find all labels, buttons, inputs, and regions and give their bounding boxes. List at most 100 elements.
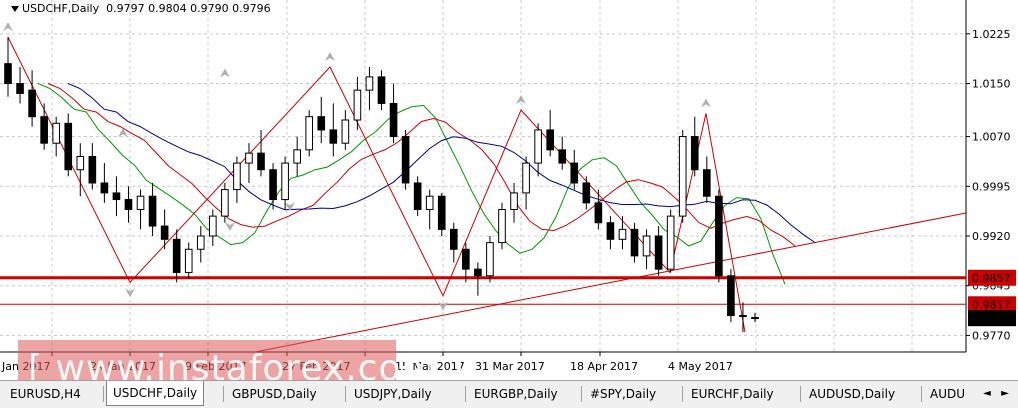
price-label-text: 0.9817: [972, 298, 1011, 311]
price-tick-label: 0.9770: [972, 329, 1011, 342]
tab-separator: [345, 386, 346, 402]
candle-body: [172, 238, 181, 273]
price-tick-label: 1.0225: [972, 28, 1011, 41]
tab-audu[interactable]: AUDU: [930, 387, 966, 401]
fractal-arrow-icon: [125, 288, 135, 298]
fractal-arrow-icon: [516, 95, 526, 105]
price-tick-label: 0.9920: [972, 230, 1011, 243]
fractal-arrow-icon: [3, 22, 13, 32]
time-axis-label: 4 May 2017: [668, 360, 733, 373]
candle-body: [100, 182, 109, 194]
candle-body: [425, 195, 434, 210]
tab-eurchf-daily[interactable]: EURCHF,Daily: [691, 387, 774, 401]
candle-body: [233, 162, 241, 191]
tab-separator: [800, 386, 801, 402]
candle-body: [486, 242, 494, 277]
candle-body: [196, 235, 205, 250]
candle-body: [606, 222, 615, 240]
price-label-box: [968, 310, 1016, 327]
candle-body: [148, 195, 157, 227]
candle-body: [666, 215, 675, 270]
price-label-box: [968, 296, 1016, 313]
time-axis-label: Jan 2017: [1, 360, 50, 373]
tab-separator: [682, 386, 683, 402]
scroll-left-icon[interactable]: ◄: [983, 388, 991, 399]
fractal-arrow-icon: [118, 128, 128, 138]
candle-body: [510, 192, 518, 210]
fractal-arrow-icon: [225, 222, 235, 232]
time-axis-label: 15 Mar 2017: [395, 360, 465, 373]
fractal-arrow-icon: [438, 301, 448, 311]
candle-body: [437, 195, 446, 230]
candle-body: [40, 116, 48, 144]
candle-body: [136, 195, 145, 210]
candle-body: [353, 89, 362, 121]
candle-body: [76, 155, 85, 171]
candle-body: [642, 235, 651, 257]
candle-body: [739, 315, 747, 318]
time-axis-label: 27 Feb 2017: [282, 360, 350, 373]
candle-body: [64, 122, 73, 171]
fractal-arrow-icon: [220, 68, 230, 78]
tab-eurusd-h4[interactable]: EURUSD,H4: [10, 387, 81, 401]
ohlc-values: 0.9797 0.9804 0.9790 0.9796: [106, 2, 271, 15]
moving-average-slow: [67, 83, 816, 244]
candle-body: [389, 102, 398, 138]
candle-body: [184, 248, 193, 273]
candle-body: [630, 228, 639, 257]
fractal-arrow-icon: [325, 51, 335, 61]
candle-body: [558, 149, 567, 164]
candle-body: [570, 162, 579, 184]
tab-gbpusd-daily[interactable]: GBPUSD,Daily: [232, 387, 317, 401]
candle-body: [221, 189, 229, 217]
candle-body: [365, 76, 374, 91]
candle-body: [28, 89, 36, 118]
tab-separator: [103, 386, 104, 402]
moving-average-fast: [37, 83, 786, 285]
tab-eurgbp-daily[interactable]: EURGBP,Daily: [474, 387, 558, 401]
candle-body: [582, 182, 591, 204]
tab-usdchf-daily[interactable]: USDCHF,Daily: [106, 381, 205, 406]
candle-body: [377, 76, 386, 104]
candle-body: [618, 228, 627, 240]
candle-body: [522, 162, 530, 194]
time-axis-label: 9 Feb 2017: [185, 360, 246, 373]
chart-tab-bar: EURUSD,H4 USDCHF,Daily GBPUSD,Daily USDJPY,…: [0, 380, 1018, 408]
candle-body: [594, 202, 603, 224]
candle-body: [317, 116, 326, 131]
fractal-arrow-icon: [285, 202, 295, 212]
candle-body: [462, 248, 470, 270]
tab-audusd-daily[interactable]: AUDUSD,Daily: [809, 387, 896, 401]
candle-body: [209, 215, 217, 237]
tab-usdjpy-daily[interactable]: USDJPY,Daily: [354, 387, 432, 401]
candle-body: [751, 317, 759, 320]
scroll-right-icon[interactable]: ►: [1001, 388, 1009, 399]
candle-body: [702, 169, 711, 197]
candle-body: [727, 275, 735, 317]
price-chart[interactable]: 1.0225 1.0150 1.0070 0.9995 0.9920 0.9845 0.97…: [0, 0, 1018, 380]
candle-body: [305, 116, 314, 151]
price-label-text: 0.9796: [972, 312, 1011, 325]
candle-body: [293, 149, 301, 164]
candle-body: [112, 192, 121, 201]
candle-body: [329, 129, 338, 144]
candle-body: [52, 122, 61, 144]
candle-body: [257, 152, 265, 171]
candle-body: [401, 136, 410, 184]
moving-average-mid: [47, 83, 796, 247]
candle-body: [449, 228, 458, 250]
zigzag-line: [7, 36, 746, 333]
time-axis-label: 31 Mar 2017: [475, 360, 545, 373]
price-label-text: 0.9857: [972, 272, 1011, 285]
tab-spy-daily[interactable]: #SPY,Daily: [590, 387, 657, 401]
fractal-arrow-icon: [701, 98, 711, 108]
tab-separator: [223, 386, 224, 402]
chart-canvas[interactable]: 1.02251.01501.00700.99950.99200.98450.97…: [0, 0, 1018, 380]
candle-body: [498, 208, 506, 244]
candle-body: [16, 83, 24, 94]
candle-body: [678, 136, 687, 217]
chevron-down-icon: [11, 6, 19, 12]
symbol-info: USDCHF,Daily 0.9797 0.9804 0.9790 0.9796: [11, 2, 271, 15]
tab-separator: [581, 386, 582, 402]
candle-body: [341, 119, 350, 144]
